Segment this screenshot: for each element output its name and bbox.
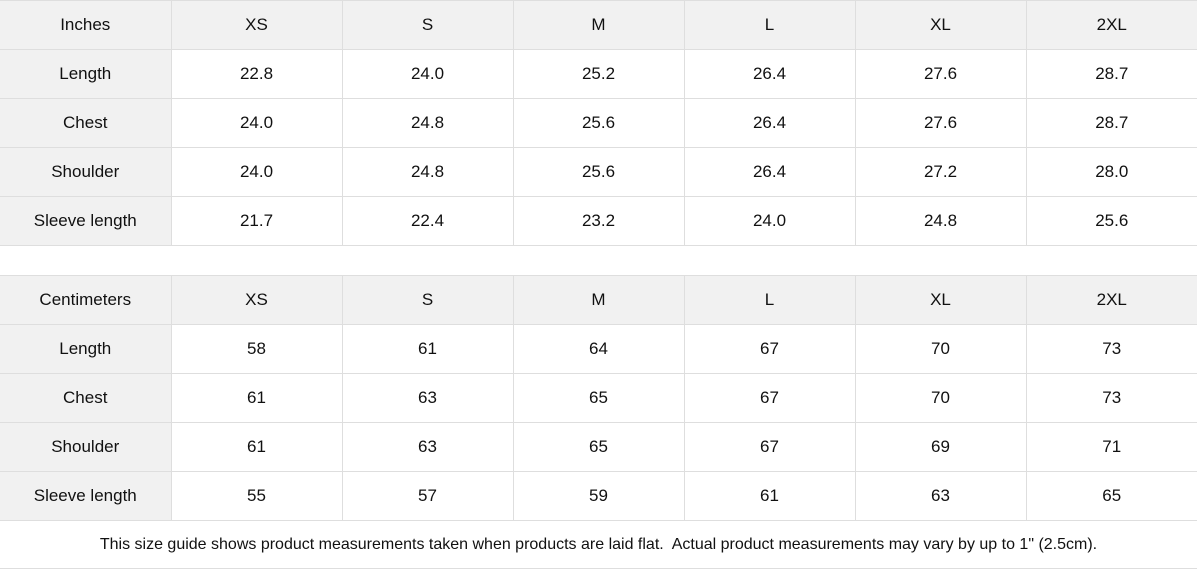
measurement-cell: 22.4: [341, 196, 513, 246]
table-row-shoulder: Shoulder 24.0 24.8 25.6 26.4 27.2 28.0: [0, 147, 1197, 197]
measurement-cell: 24.0: [170, 147, 342, 197]
measurement-cell: 28.7: [1025, 49, 1197, 99]
measurement-cell: 63: [341, 373, 513, 423]
measurement-cell: 67: [683, 422, 855, 472]
measurement-cell: 24.8: [341, 98, 513, 148]
section-spacer: [0, 246, 1197, 275]
measurement-cell: 24.0: [341, 49, 513, 99]
measurement-cell: 25.6: [1025, 196, 1197, 246]
measurement-cell: 65: [512, 422, 684, 472]
inches-header-row: Inches XS S M L XL 2XL: [0, 0, 1197, 50]
measurement-cell: 71: [1025, 422, 1197, 472]
row-label-length: Length: [0, 324, 171, 374]
measurement-cell: 61: [170, 373, 342, 423]
row-label-sleeve-length: Sleeve length: [0, 471, 171, 521]
measurement-cell: 57: [341, 471, 513, 521]
measurement-cell: 21.7: [170, 196, 342, 246]
measurement-cell: 67: [683, 324, 855, 374]
size-column-header-2xl: 2XL: [1025, 275, 1197, 325]
row-label-sleeve-length: Sleeve length: [0, 196, 171, 246]
measurement-cell: 59: [512, 471, 684, 521]
measurement-cell: 55: [170, 471, 342, 521]
measurement-cell: 27.2: [854, 147, 1026, 197]
measurement-cell: 61: [341, 324, 513, 374]
measurement-cell: 24.0: [683, 196, 855, 246]
measurement-cell: 27.6: [854, 98, 1026, 148]
centimeters-size-table: Centimeters XS S M L XL 2XL Length 58 61…: [0, 275, 1197, 521]
measurement-cell: 58: [170, 324, 342, 374]
table-row-length: Length 58 61 64 67 70 73: [0, 324, 1197, 374]
size-column-header-l: L: [683, 0, 855, 50]
centimeters-header-row: Centimeters XS S M L XL 2XL: [0, 275, 1197, 325]
table-row-length: Length 22.8 24.0 25.2 26.4 27.6 28.7: [0, 49, 1197, 99]
size-column-header-s: S: [341, 275, 513, 325]
table-row-sleeve-length: Sleeve length 21.7 22.4 23.2 24.0 24.8 2…: [0, 196, 1197, 246]
measurement-cell: 22.8: [170, 49, 342, 99]
size-column-header-l: L: [683, 275, 855, 325]
size-column-header-s: S: [341, 0, 513, 50]
size-column-header-xl: XL: [854, 0, 1026, 50]
measurement-cell: 61: [170, 422, 342, 472]
table-row-chest: Chest 61 63 65 67 70 73: [0, 373, 1197, 423]
measurement-cell: 67: [683, 373, 855, 423]
row-label-shoulder: Shoulder: [0, 422, 171, 472]
size-column-header-m: M: [512, 0, 684, 50]
table-row-chest: Chest 24.0 24.8 25.6 26.4 27.6 28.7: [0, 98, 1197, 148]
measurement-cell: 70: [854, 324, 1026, 374]
measurement-cell: 69: [854, 422, 1026, 472]
row-label-chest: Chest: [0, 373, 171, 423]
row-label-length: Length: [0, 49, 171, 99]
measurement-cell: 73: [1025, 373, 1197, 423]
table-row-shoulder: Shoulder 61 63 65 67 69 71: [0, 422, 1197, 472]
table-row-sleeve-length: Sleeve length 55 57 59 61 63 65: [0, 471, 1197, 521]
footer-note: This size guide shows product measuremen…: [0, 521, 1197, 569]
measurement-cell: 26.4: [683, 98, 855, 148]
unit-header-centimeters: Centimeters: [0, 275, 171, 325]
measurement-cell: 28.7: [1025, 98, 1197, 148]
measurement-cell: 26.4: [683, 147, 855, 197]
measurement-cell: 70: [854, 373, 1026, 423]
measurement-cell: 65: [1025, 471, 1197, 521]
size-column-header-xl: XL: [854, 275, 1026, 325]
measurement-cell: 28.0: [1025, 147, 1197, 197]
measurement-cell: 25.2: [512, 49, 684, 99]
measurement-cell: 24.8: [854, 196, 1026, 246]
measurement-cell: 65: [512, 373, 684, 423]
size-column-header-xs: XS: [170, 0, 342, 50]
measurement-cell: 25.6: [512, 147, 684, 197]
row-label-chest: Chest: [0, 98, 171, 148]
measurement-cell: 64: [512, 324, 684, 374]
inches-size-table: Inches XS S M L XL 2XL Length 22.8 24.0 …: [0, 0, 1197, 246]
measurement-cell: 23.2: [512, 196, 684, 246]
measurement-cell: 73: [1025, 324, 1197, 374]
size-column-header-xs: XS: [170, 275, 342, 325]
measurement-cell: 63: [341, 422, 513, 472]
measurement-cell: 24.8: [341, 147, 513, 197]
measurement-cell: 25.6: [512, 98, 684, 148]
size-column-header-2xl: 2XL: [1025, 0, 1197, 50]
measurement-cell: 63: [854, 471, 1026, 521]
unit-header-inches: Inches: [0, 0, 171, 50]
measurement-cell: 61: [683, 471, 855, 521]
measurement-cell: 24.0: [170, 98, 342, 148]
row-label-shoulder: Shoulder: [0, 147, 171, 197]
measurement-cell: 27.6: [854, 49, 1026, 99]
size-column-header-m: M: [512, 275, 684, 325]
measurement-cell: 26.4: [683, 49, 855, 99]
